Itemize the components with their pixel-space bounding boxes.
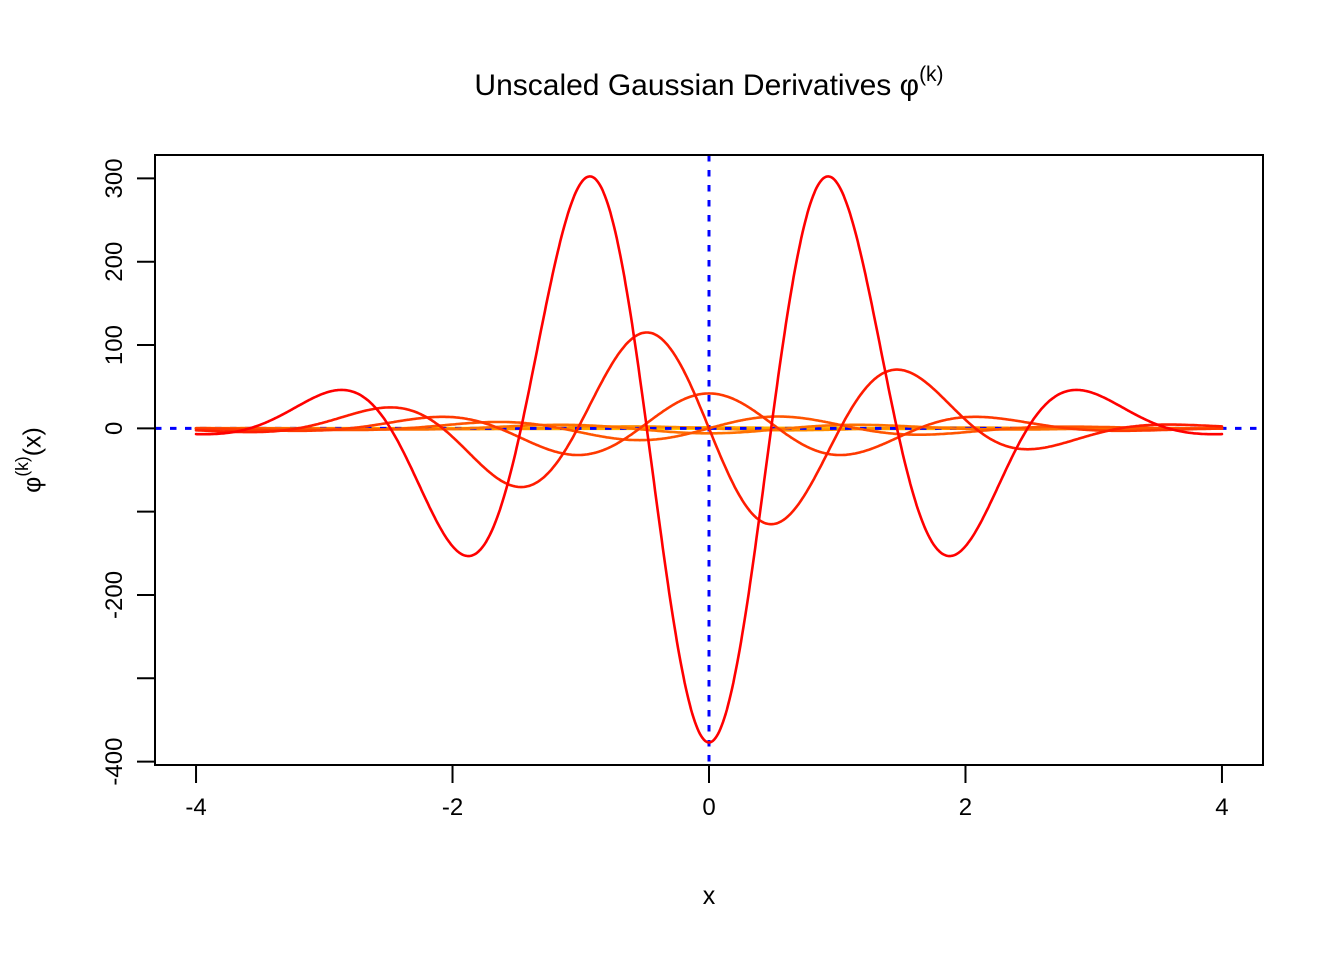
plot-title-superscript: (k) xyxy=(919,62,944,86)
y-axis-label-argument: (x) xyxy=(18,427,47,457)
x-tick-label: -2 xyxy=(442,794,463,821)
plot-title: Unscaled Gaussian Derivatives φ(k) xyxy=(155,62,1263,103)
x-tick-label: 0 xyxy=(702,794,715,821)
y-tick-label: -200 xyxy=(101,571,128,619)
y-axis-label-superscript: (k) xyxy=(12,456,33,477)
y-tick-label: 300 xyxy=(101,158,128,198)
y-tick-label: 200 xyxy=(101,242,128,282)
gaussian-derivative-curve-k9 xyxy=(194,331,1224,526)
y-axis-label-symbol: φ xyxy=(18,476,47,493)
y-axis-label: φ(k)(x) xyxy=(12,310,47,610)
y-tick-label: 0 xyxy=(101,422,128,435)
phi-symbol: φ xyxy=(899,69,920,102)
gaussian-derivative-curve-k8 xyxy=(194,392,1224,457)
y-tick-label: -400 xyxy=(101,738,128,786)
plot-title-text: Unscaled Gaussian Derivatives xyxy=(474,69,900,102)
x-tick-label: 2 xyxy=(959,794,972,821)
x-tick-label: -4 xyxy=(185,794,206,821)
x-axis-label: x xyxy=(702,882,716,910)
y-tick-label: 100 xyxy=(101,325,128,365)
x-tick-label: 4 xyxy=(1215,794,1228,821)
gaussian-derivative-curve-k10 xyxy=(194,175,1224,744)
